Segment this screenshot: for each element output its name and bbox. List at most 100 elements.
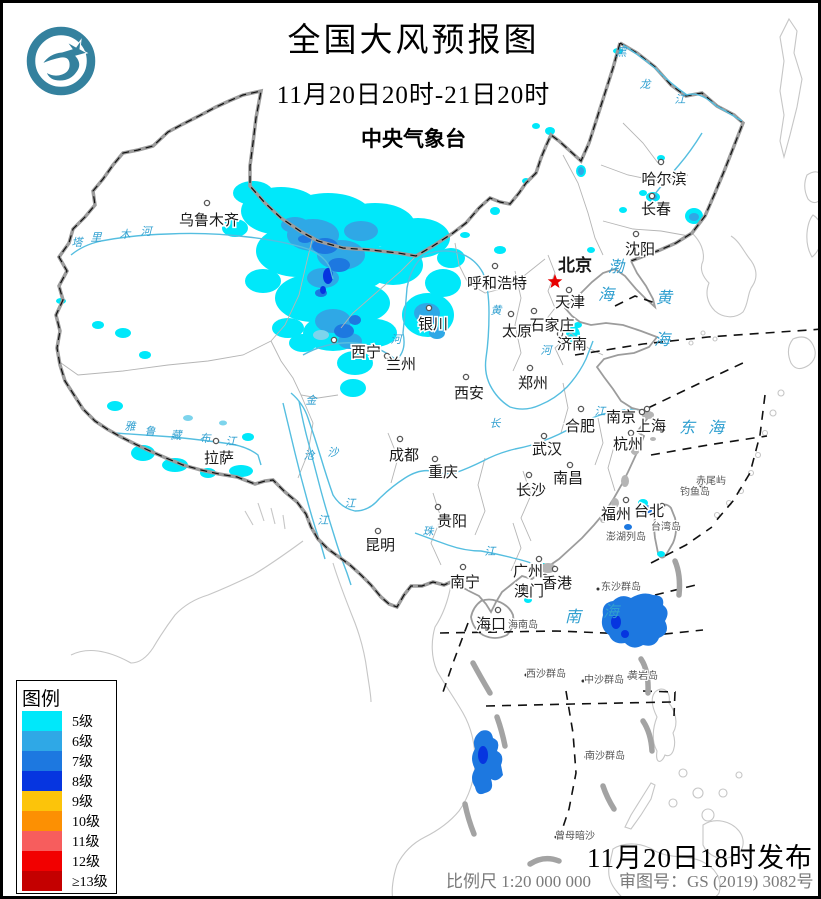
- legend-box: 图例 5级 6级 7级 8级 9级 10级 11级 12级 ≥13级: [16, 680, 117, 894]
- legend-title: 图例: [22, 689, 61, 710]
- river-label-char: 雅: [125, 420, 138, 433]
- legend-row: 11级: [22, 831, 108, 851]
- island-label: 曾母暗沙: [555, 829, 595, 842]
- river-label-char: 鲁: [145, 425, 157, 438]
- cma-logo-dragon: [40, 38, 89, 82]
- city-label: 石家庄: [529, 316, 574, 334]
- coastal-urban-areas: [540, 411, 656, 573]
- wind-patch-level-7-sea: [472, 505, 668, 795]
- legend-row: ≥13级: [22, 871, 108, 891]
- island-label: 西沙群岛: [526, 667, 566, 680]
- river-label-char: 江: [345, 497, 357, 510]
- beijing-capital-star: [547, 274, 563, 288]
- nine-dash-line: [462, 558, 683, 867]
- river-label-char: 沧: [304, 449, 316, 462]
- legend-row: 5级: [22, 711, 108, 731]
- sea-label-char: 海: [654, 331, 672, 349]
- island-label: 南沙群岛: [585, 749, 625, 762]
- island-label: 钓鱼岛: [680, 485, 710, 498]
- legend-swatch-10: [22, 811, 62, 831]
- city-label: 香港: [542, 575, 572, 592]
- city-markers: [203, 158, 666, 614]
- lakes: [183, 330, 329, 426]
- river-label-char: 河: [541, 344, 554, 357]
- city-label: 济南: [557, 336, 587, 353]
- river-label-char: 江: [485, 545, 497, 558]
- river-label-char: 龙: [640, 78, 653, 91]
- legend-swatch-12: [22, 851, 62, 871]
- legend-swatch-13plus: [22, 871, 62, 891]
- sea-label-char: 东: [679, 419, 697, 437]
- city-label: 贵阳: [437, 513, 467, 530]
- wind-patch-level-8-sea: [478, 615, 629, 764]
- river-label-char: 江: [595, 405, 607, 418]
- province-boundaries: [60, 122, 690, 572]
- river-label-char: 布: [200, 432, 213, 445]
- city-label: 天津: [555, 294, 585, 311]
- city-label: 广州: [513, 563, 543, 580]
- island-dots: [524, 484, 703, 839]
- city-label: 拉萨: [204, 450, 234, 467]
- legend-swatch-11: [22, 831, 62, 851]
- river-label-char: 江: [675, 93, 687, 106]
- river-label-char: 珠: [423, 525, 435, 538]
- river-label-char: 江: [226, 435, 238, 448]
- city-label: 银川: [418, 316, 448, 333]
- wind-patch-level-5-sea: [638, 499, 665, 557]
- river-label-char: 黄: [491, 304, 504, 317]
- legend-row: 8级: [22, 771, 108, 791]
- city-label: 台北: [634, 503, 664, 520]
- river-label-char: 河: [141, 225, 154, 238]
- sea-label-char: 海: [708, 419, 726, 437]
- city-label: 长春: [641, 201, 671, 218]
- legend-label: 9级: [72, 795, 93, 810]
- legend-label: 12级: [72, 855, 100, 870]
- city-label: 海口: [476, 616, 506, 633]
- city-label: 哈尔滨: [641, 171, 686, 188]
- city-label: 太原: [502, 323, 532, 340]
- sea-label-char: 黄: [656, 289, 674, 307]
- river-label-char: 里: [91, 232, 103, 244]
- city-label: 西安: [454, 385, 484, 402]
- river-label-char: 木: [120, 228, 132, 241]
- city-label: 杭州: [613, 436, 643, 453]
- city-label: 西宁: [351, 344, 381, 361]
- rivers: [70, 132, 703, 586]
- legend-label: 6级: [72, 735, 93, 750]
- city-label: 上海: [636, 418, 666, 435]
- city-label: 兰州: [386, 356, 416, 373]
- city-label: 沈阳: [625, 241, 655, 258]
- city-label: 昆明: [365, 537, 395, 554]
- city-label: 重庆: [428, 464, 458, 481]
- legend-row: 9级: [22, 791, 108, 811]
- river-label-char: 塔: [72, 236, 85, 249]
- city-label: 成都: [389, 447, 419, 464]
- river-label-char: 长: [490, 417, 502, 430]
- sea-label-char: 南: [565, 608, 584, 626]
- legend-label: 8级: [72, 775, 93, 790]
- city-label: 南京: [606, 409, 636, 426]
- sea-label-char: 海: [598, 286, 616, 304]
- legend-row: 7级: [22, 751, 108, 771]
- maritime-dashed-lines: [439, 295, 818, 840]
- map-scale: 比例尺 1:20 000 000: [446, 872, 591, 891]
- island-label: 台湾岛: [651, 520, 681, 533]
- sea-labels: 渤 海 黄 海 东 海 南 海: [565, 258, 726, 626]
- approval-number: 审图号：GS (2019) 3082号: [619, 872, 814, 891]
- island-label: 黄岩岛: [628, 669, 658, 682]
- legend-label: ≥13级: [72, 875, 108, 890]
- island-label: 赤尾屿: [696, 475, 726, 487]
- legend-label: 10级: [72, 815, 100, 830]
- legend-swatch-9: [22, 791, 62, 811]
- city-label: 武汉: [532, 441, 562, 458]
- island-labels: 赤尾屿 钓鱼岛 台湾岛 澎湖列岛 海南岛 东沙群岛 西沙群岛 中沙群岛 黄岩岛 …: [507, 474, 727, 843]
- river-label-char: 江: [318, 514, 330, 527]
- legend-swatch-5: [22, 711, 62, 731]
- legend-row: 10级: [22, 811, 108, 831]
- legend-swatch-6: [22, 731, 62, 751]
- legend-swatch-7: [22, 751, 62, 771]
- city-label: 长沙: [516, 482, 546, 499]
- island-label: 海南岛: [508, 618, 538, 631]
- city-label: 南昌: [553, 470, 583, 487]
